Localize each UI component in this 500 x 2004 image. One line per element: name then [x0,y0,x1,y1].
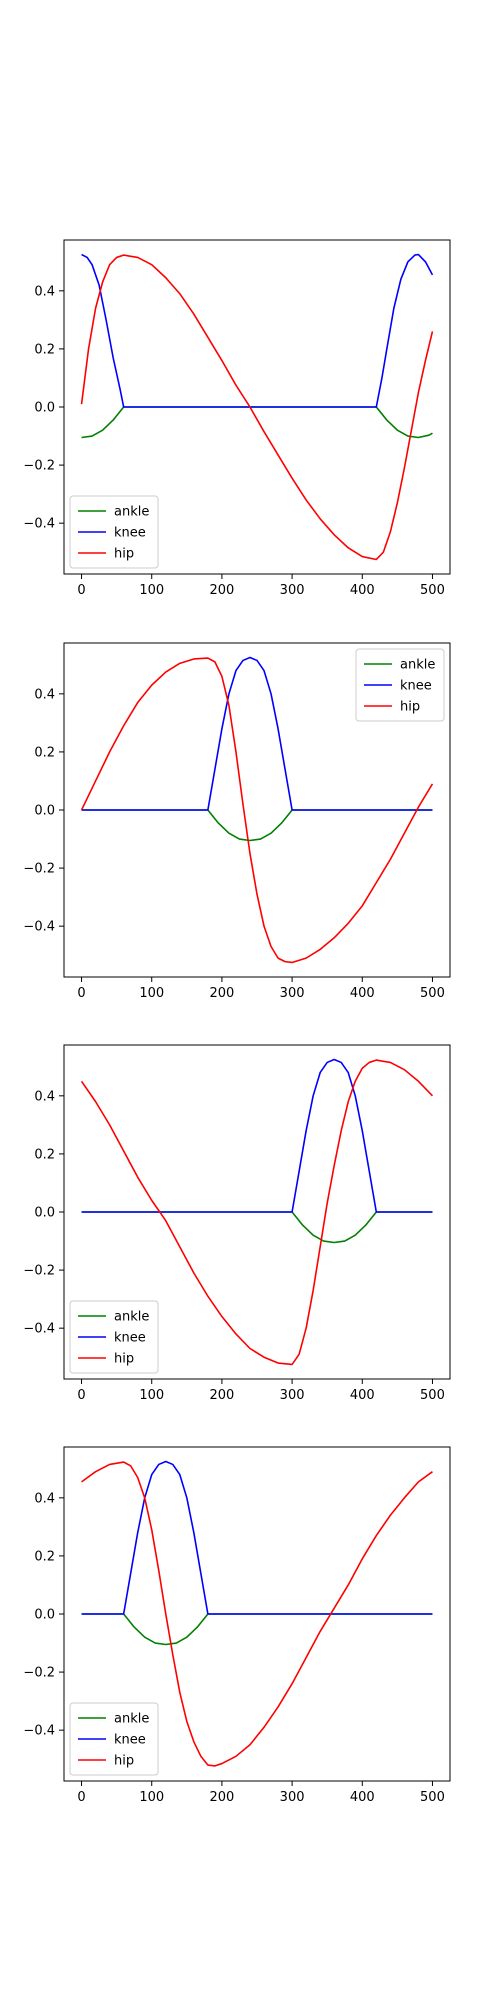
series-line-ankle [81,1211,433,1244]
chart-3: 0 100 200 300 400 500 −0.4 −0.2 0.0 0.2 0.4 ankle kn… [23,1044,451,1403]
x-tick-label: 100 [139,583,164,598]
series-group [81,1460,433,1767]
chart-1: 0 100 200 300 400 500 −0.4 −0.2 0.0 0.2 0.4 ankle kn… [23,239,451,598]
legend-label-ankle: ankle [114,1310,149,1325]
legend: ankle knee hip [69,1300,159,1374]
chart-4: 0 100 200 300 400 500 −0.4 −0.2 0.0 0.2 0.4 ankle kn… [23,1446,451,1805]
x-tick-label: 500 [420,1388,445,1403]
legend-label-knee: knee [114,1733,146,1748]
legend-label-knee: knee [114,526,146,541]
legend-box [69,1300,159,1374]
x-tick-label: 200 [209,1388,234,1403]
legend-box [355,648,445,722]
series-line-knee [81,253,434,408]
y-tick-label: −0.4 [23,1724,55,1739]
series-group [80,656,434,964]
x-tick-label: 100 [139,1790,164,1805]
legend-label-hip: hip [114,1754,134,1769]
y-tick-label: 0.4 [34,1491,55,1506]
series-line-ankle [81,809,433,842]
x-tick-label: 0 [77,1388,85,1403]
legend-box [69,495,159,569]
x-tick-label: 0 [77,986,85,1001]
x-tick-label: 400 [350,1388,375,1403]
y-tick-label: 0.4 [34,1089,55,1104]
series-line-knee [81,1058,433,1213]
x-tick-label: 0 [77,1790,85,1805]
series-group [80,253,434,561]
x-tick-label: 400 [350,986,375,1001]
x-tick-label: 500 [420,986,445,1001]
x-tick-label: 500 [420,1790,445,1805]
y-tick-label: −0.2 [23,1264,55,1279]
legend-label-hip: hip [400,700,420,715]
series-line-hip [81,1461,433,1767]
y-tick-label: 0.2 [34,1549,55,1564]
series-line-knee [81,1460,433,1615]
x-tick-label: 100 [139,1388,164,1403]
y-tick-label: 0.2 [34,745,55,760]
legend-label-knee: knee [114,1331,146,1346]
y-tick-label: 0.0 [34,401,55,416]
legend-label-hip: hip [114,1352,134,1367]
legend-label-knee: knee [400,679,432,694]
x-tick-label: 200 [209,986,234,1001]
y-tick-label: 0.0 [34,1206,55,1221]
x-tick-label: 300 [280,583,305,598]
x-tick-label: 300 [280,986,305,1001]
x-tick-label: 200 [209,1790,234,1805]
y-tick-label: −0.2 [23,459,55,474]
y-tick-label: 0.4 [34,687,55,702]
legend: ankle knee hip [69,1702,159,1776]
legend-label-ankle: ankle [400,658,435,673]
y-tick-label: −0.4 [23,517,55,532]
series-line-ankle [81,1613,433,1646]
x-tick-label: 100 [139,986,164,1001]
x-tick-label: 0 [77,583,85,598]
x-tick-label: 400 [350,583,375,598]
y-tick-label: 0.0 [34,804,55,819]
x-tick-label: 200 [209,583,234,598]
x-tick-label: 500 [420,583,445,598]
series-line-ankle [81,406,433,439]
legend-box [69,1702,159,1776]
y-tick-label: −0.4 [23,1322,55,1337]
x-tick-label: 300 [280,1790,305,1805]
y-tick-label: 0.2 [34,342,55,357]
x-tick-label: 400 [350,1790,375,1805]
series-line-hip [80,1059,434,1366]
y-tick-label: −0.4 [23,920,55,935]
legend-label-ankle: ankle [114,1712,149,1727]
series-line-hip [80,254,434,561]
series-group [80,1058,434,1366]
series-line-knee [81,656,433,811]
y-tick-label: 0.0 [34,1608,55,1623]
legend: ankle knee hip [69,495,159,569]
series-line-hip [80,657,434,964]
y-tick-label: −0.2 [23,1666,55,1681]
legend: ankle knee hip [355,648,445,722]
chart-2: 0 100 200 300 400 500 −0.4 −0.2 0.0 0.2 0.4 ankle kn… [23,642,451,1001]
legend-label-ankle: ankle [114,505,149,520]
y-tick-label: 0.4 [34,284,55,299]
y-tick-label: 0.2 [34,1147,55,1162]
legend-label-hip: hip [114,547,134,562]
x-tick-label: 300 [280,1388,305,1403]
y-tick-label: −0.2 [23,862,55,877]
